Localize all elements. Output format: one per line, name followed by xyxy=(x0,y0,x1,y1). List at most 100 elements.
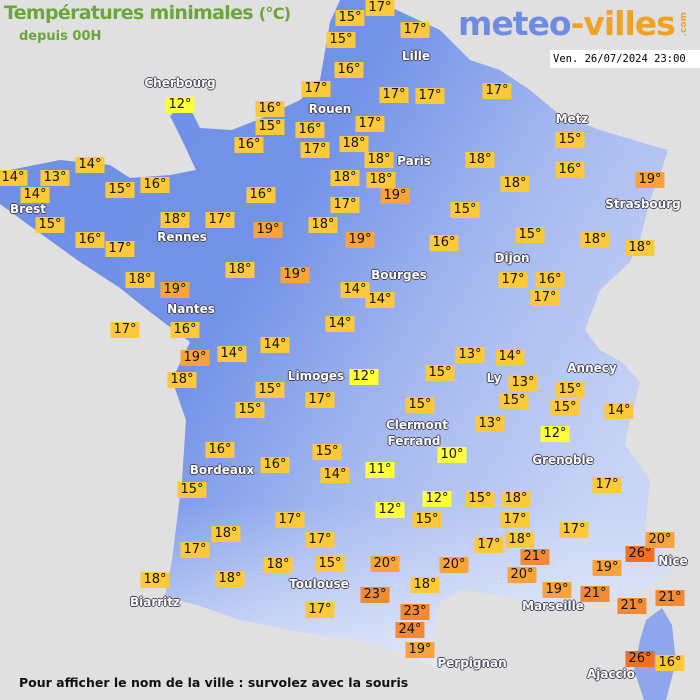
temperature-marker[interactable]: 17° xyxy=(105,241,135,257)
temperature-marker[interactable]: 15° xyxy=(315,556,345,572)
temperature-marker[interactable]: 14° xyxy=(217,346,247,362)
temperature-marker[interactable]: 16° xyxy=(75,232,105,248)
temperature-marker[interactable]: 14° xyxy=(20,187,50,203)
temperature-marker[interactable]: 24° xyxy=(395,622,425,638)
city-label[interactable]: Toulouse xyxy=(289,577,349,591)
temperature-marker[interactable]: 17° xyxy=(305,392,335,408)
city-label[interactable]: Limoges xyxy=(287,369,345,383)
temperature-marker[interactable]: 17° xyxy=(300,142,330,158)
temperature-marker[interactable]: 19° xyxy=(180,350,210,366)
temperature-marker[interactable]: 16° xyxy=(555,162,585,178)
temperature-marker[interactable]: 15° xyxy=(326,32,356,48)
city-label[interactable]: Metz xyxy=(555,112,589,126)
temperature-marker[interactable]: 14° xyxy=(75,157,105,173)
temperature-marker[interactable]: 16° xyxy=(246,187,276,203)
city-label[interactable]: Paris xyxy=(397,154,431,168)
temperature-marker[interactable]: 16° xyxy=(255,101,285,117)
temperature-marker[interactable]: 17° xyxy=(355,116,385,132)
temperature-marker[interactable]: 14° xyxy=(495,349,525,365)
temperature-marker[interactable]: 21° xyxy=(520,549,550,565)
temperature-marker[interactable]: 15° xyxy=(405,397,435,413)
temperature-marker[interactable]: 15° xyxy=(450,202,480,218)
temperature-marker[interactable]: 16° xyxy=(295,122,325,138)
temperature-marker[interactable]: 18° xyxy=(308,217,338,233)
temperature-marker[interactable]: 17° xyxy=(180,542,210,558)
temperature-marker[interactable]: 15° xyxy=(515,227,545,243)
temperature-marker[interactable]: 14° xyxy=(0,170,28,186)
temperature-marker[interactable]: 21° xyxy=(580,586,610,602)
temperature-marker[interactable]: 17° xyxy=(365,0,395,16)
temperature-marker[interactable]: 15° xyxy=(255,382,285,398)
temperature-marker[interactable]: 19° xyxy=(380,188,410,204)
city-label[interactable]: Ly xyxy=(486,371,502,385)
temperature-marker[interactable]: 16° xyxy=(205,442,235,458)
temperature-marker[interactable]: 17° xyxy=(498,272,528,288)
city-label[interactable]: Rennes xyxy=(157,230,207,244)
temperature-marker[interactable]: 20° xyxy=(645,532,675,548)
temperature-marker[interactable]: 18° xyxy=(580,232,610,248)
temperature-marker[interactable]: 21° xyxy=(655,590,685,606)
temperature-marker[interactable]: 19° xyxy=(345,232,375,248)
temperature-marker[interactable]: 15° xyxy=(555,382,585,398)
temperature-marker[interactable]: 18° xyxy=(410,577,440,593)
temperature-marker[interactable]: 17° xyxy=(110,322,140,338)
temperature-marker[interactable]: 17° xyxy=(415,88,445,104)
temperature-marker[interactable]: 15° xyxy=(550,400,580,416)
temperature-marker[interactable]: 26° xyxy=(625,546,655,562)
temperature-marker[interactable]: 17° xyxy=(559,522,589,538)
temperature-marker[interactable]: 17° xyxy=(474,537,504,553)
temperature-marker[interactable]: 16° xyxy=(170,322,200,338)
temperature-marker[interactable]: 18° xyxy=(505,532,535,548)
temperature-marker[interactable]: 18° xyxy=(211,526,241,542)
temperature-marker[interactable]: 15° xyxy=(412,512,442,528)
temperature-marker[interactable]: 13° xyxy=(475,416,505,432)
temperature-marker[interactable]: 18° xyxy=(263,557,293,573)
temperature-marker[interactable]: 17° xyxy=(592,477,622,493)
temperature-marker[interactable]: 20° xyxy=(507,567,537,583)
temperature-marker[interactable]: 16° xyxy=(234,137,264,153)
temperature-marker[interactable]: 13° xyxy=(40,170,70,186)
temperature-marker[interactable]: 17° xyxy=(305,602,335,618)
temperature-marker[interactable]: 17° xyxy=(379,87,409,103)
city-label[interactable]: Rouen xyxy=(308,102,352,116)
temperature-marker[interactable]: 16° xyxy=(655,655,685,671)
city-label[interactable]: Bourges xyxy=(371,268,427,282)
temperature-marker[interactable]: 17° xyxy=(500,512,530,528)
temperature-marker[interactable]: 16° xyxy=(260,457,290,473)
city-label[interactable]: Strasbourg xyxy=(605,197,681,211)
temperature-marker[interactable]: 17° xyxy=(205,212,235,228)
temperature-marker[interactable]: 18° xyxy=(330,170,360,186)
temperature-marker[interactable]: 20° xyxy=(439,557,469,573)
temperature-marker[interactable]: 19° xyxy=(405,642,435,658)
temperature-marker[interactable]: 16° xyxy=(535,272,565,288)
temperature-marker[interactable]: 19° xyxy=(160,282,190,298)
temperature-marker[interactable]: 20° xyxy=(370,556,400,572)
temperature-marker[interactable]: 15° xyxy=(35,217,65,233)
temperature-marker[interactable]: 19° xyxy=(253,222,283,238)
temperature-marker[interactable]: 18° xyxy=(339,136,369,152)
temperature-marker[interactable]: 15° xyxy=(425,365,455,381)
temperature-marker[interactable]: 10° xyxy=(437,447,467,463)
temperature-marker[interactable]: 18° xyxy=(500,176,530,192)
temperature-marker[interactable]: 18° xyxy=(364,152,394,168)
temperature-marker[interactable]: 17° xyxy=(400,22,430,38)
temperature-marker[interactable]: 19° xyxy=(542,582,572,598)
temperature-marker[interactable]: 14° xyxy=(604,403,634,419)
temperature-marker[interactable]: 17° xyxy=(530,290,560,306)
temperature-marker[interactable]: 15° xyxy=(555,132,585,148)
city-label[interactable]: Biarritz xyxy=(129,595,181,609)
temperature-marker[interactable]: 19° xyxy=(280,267,310,283)
temperature-marker[interactable]: 18° xyxy=(465,152,495,168)
temperature-marker[interactable]: 15° xyxy=(312,444,342,460)
temperature-marker[interactable]: 12° xyxy=(349,369,379,385)
city-label[interactable]: Grenoble xyxy=(532,453,594,467)
city-label[interactable]: Nantes xyxy=(167,302,215,316)
temperature-marker[interactable]: 19° xyxy=(592,560,622,576)
city-label[interactable]: Clermont xyxy=(385,418,449,432)
temperature-marker[interactable]: 18° xyxy=(501,491,531,507)
temperature-marker[interactable]: 21° xyxy=(617,598,647,614)
temperature-marker[interactable]: 12° xyxy=(540,426,570,442)
city-label[interactable]: Dijon xyxy=(494,251,530,265)
temperature-marker[interactable]: 19° xyxy=(635,172,665,188)
temperature-marker[interactable]: 15° xyxy=(255,119,285,135)
